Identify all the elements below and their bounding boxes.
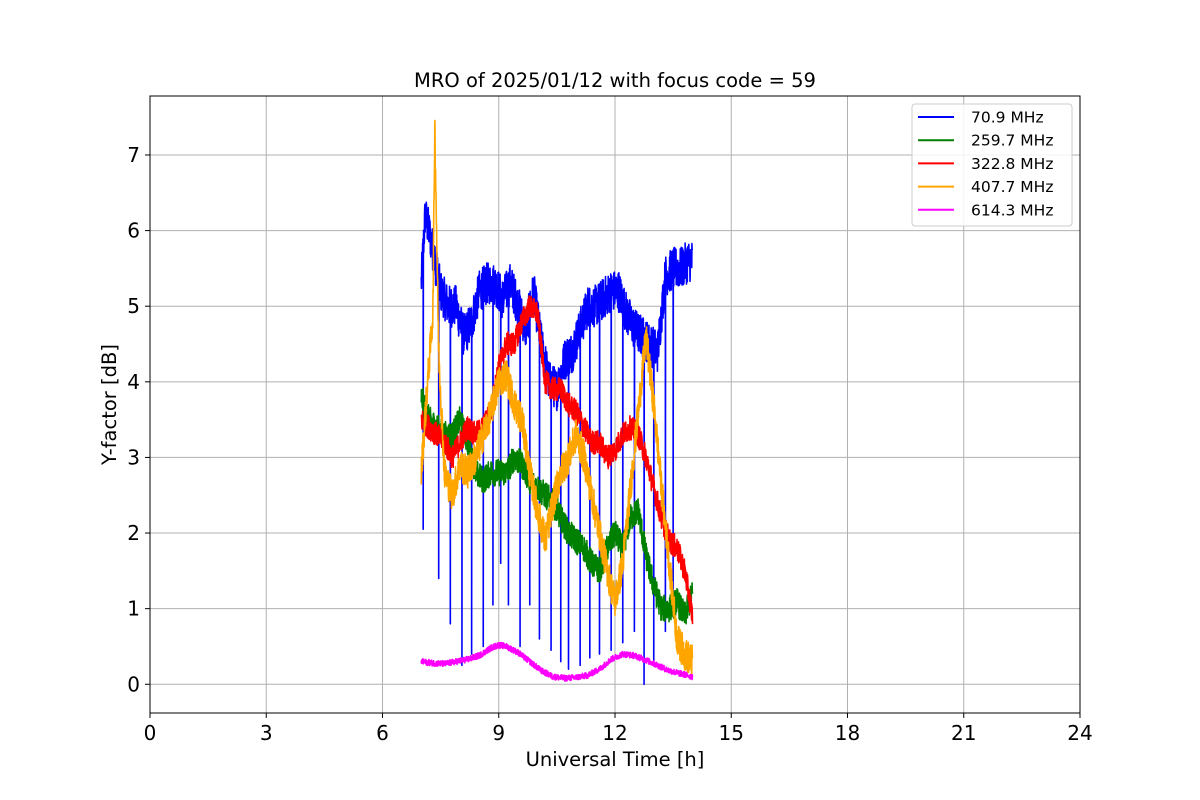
x-tick-label: 0 (144, 721, 157, 745)
legend-label: 614.3 MHz (971, 201, 1053, 219)
legend-box (911, 103, 1073, 227)
x-axis-label: Universal Time [h] (526, 748, 705, 771)
x-tick-label: 21 (951, 721, 976, 745)
legend-label: 70.9 MHz (971, 109, 1044, 127)
y-tick-label: 2 (127, 521, 140, 545)
y-tick-label: 0 (127, 672, 140, 696)
y-tick-label: 5 (127, 294, 140, 318)
legend-label: 322.8 MHz (971, 155, 1053, 173)
x-tick-label: 15 (719, 721, 744, 745)
y-tick-label: 3 (127, 445, 140, 469)
series-line (420, 295, 694, 625)
x-tick-label: 3 (260, 721, 273, 745)
y-tick-label: 1 (127, 597, 140, 621)
legend-label: 407.7 MHz (971, 178, 1053, 196)
plot-series (420, 119, 694, 686)
x-tick-label: 24 (1067, 721, 1092, 745)
x-tick-label: 6 (376, 721, 389, 745)
series-line (420, 119, 694, 676)
y-axis-label: Y-factor [dB] (98, 344, 121, 466)
x-tick-label: 18 (835, 721, 860, 745)
legend-label: 259.7 MHz (971, 132, 1053, 150)
x-tick-label: 9 (492, 721, 505, 745)
legend: 70.9 MHz 259.7 MHz 322.8 MHz 407.7 MHz 614.3… (911, 103, 1073, 227)
x-tick-label: 12 (602, 721, 627, 745)
chart-title: MRO of 2025/01/12 with focus code = 59 (414, 69, 816, 92)
y-tick-label: 6 (127, 219, 140, 243)
series-line (420, 641, 694, 682)
y-tick-label: 7 (127, 143, 140, 167)
y-tick-label: 4 (127, 370, 140, 394)
